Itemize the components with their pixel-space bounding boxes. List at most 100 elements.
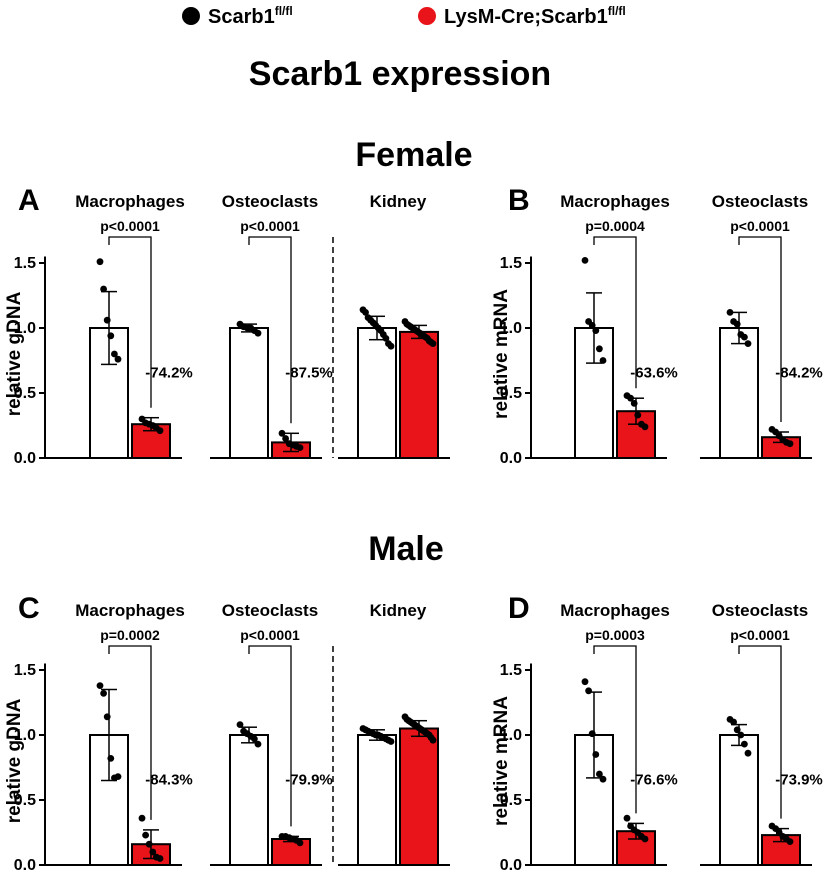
y-tick-label: 1.5 (500, 662, 522, 679)
control-data-point (107, 755, 115, 762)
control-data-point (726, 309, 734, 316)
significance-bracket (108, 645, 152, 820)
control-data-point (744, 749, 752, 757)
percent-change-label: -84.2% (775, 364, 823, 381)
control-bar (719, 734, 759, 866)
panel-letter: A (18, 184, 40, 217)
control-data-point (103, 713, 111, 721)
cko-data-point (145, 840, 153, 848)
control-data-point (596, 345, 603, 353)
group-osteoclasts: Osteoclasts p<0.0001 -84.2% (712, 192, 823, 460)
group-label: Macrophages (75, 601, 185, 620)
percent-change-label: -63.6% (630, 364, 678, 381)
control-data-point (114, 355, 122, 363)
control-bar (719, 327, 759, 459)
control-data-point (596, 770, 603, 778)
group-macrophages: Macrophages p=0.0003 -76.6% (560, 601, 678, 867)
figure-title: Scarb1 expression (249, 55, 551, 93)
cko-data-point (282, 435, 289, 442)
legend: Scarb1fl/fl LysM-Cre;Scarb1fl/fl (182, 4, 626, 28)
cko-data-point (149, 848, 157, 856)
p-value-label: p=0.0003 (585, 627, 645, 643)
cko-data-point (156, 427, 164, 435)
control-data-point (114, 773, 122, 780)
y-tick-label: 0.0 (500, 857, 522, 873)
y-tick-label: 0.0 (14, 450, 36, 467)
cko-data-point (786, 838, 794, 845)
percent-change-label: -79.9% (285, 771, 333, 788)
group-label: Macrophages (560, 601, 670, 620)
control-data-point (251, 735, 258, 743)
control-data-point (254, 740, 262, 748)
cko-data-point (786, 440, 794, 448)
panel-letter: C (18, 592, 40, 625)
control-data-point (362, 309, 369, 316)
significance-bracket (248, 236, 292, 424)
y-tick-label: 1.5 (500, 255, 522, 272)
percent-change-label: -87.5% (285, 364, 333, 381)
y-axis-label: relative mRNA (491, 696, 512, 826)
control-data-point (236, 721, 244, 728)
p-value-label: p=0.0002 (100, 627, 160, 643)
control-data-point (382, 335, 390, 342)
group-macrophages: Macrophages p=0.0004 -63.6% (560, 192, 678, 460)
p-value-label: p=0.0004 (585, 218, 645, 234)
control-data-point (254, 329, 262, 337)
y-tick-label: 0.5 (14, 385, 36, 402)
control-bar (229, 327, 269, 459)
y-tick-label: 1.5 (14, 662, 36, 679)
legend-cko-marker (418, 7, 436, 25)
group-osteoclasts: Osteoclasts p<0.0001 -79.9% (222, 601, 333, 866)
y-tick-label: 1.0 (14, 320, 36, 337)
control-data-point (592, 327, 600, 334)
control-data-point (592, 751, 600, 758)
group-label: Osteoclasts (712, 601, 808, 620)
panel-a: A 0.0 0.5 1.0 1.5 relative gDNA Macrophages p<0… (4, 184, 450, 467)
y-tick-label: 0.5 (500, 792, 522, 809)
cko-data-point (630, 400, 638, 407)
cko-data-point (634, 411, 642, 419)
control-data-point (741, 740, 748, 748)
section-title-female: Female (355, 136, 472, 174)
significance-bracket (738, 236, 782, 422)
control-data-point (585, 687, 592, 695)
cko-data-point (142, 831, 150, 839)
cko-data-point (627, 394, 634, 402)
legend-control-label: Scarb1fl/fl (208, 4, 293, 28)
control-data-point (733, 320, 741, 328)
control-data-point (588, 730, 596, 738)
p-value-label: p<0.0001 (240, 218, 300, 234)
control-bar (357, 734, 397, 866)
group-macrophages: Macrophages p=0.0002 -84.3% (75, 601, 193, 867)
control-data-point (96, 682, 104, 689)
cko-bar (271, 838, 311, 866)
group-label: Kidney (370, 601, 427, 620)
y-axis-label: relative mRNA (491, 289, 512, 419)
y-axis-label: relative gDNA (4, 698, 25, 823)
cko-data-point (156, 855, 164, 862)
panel-letter: D (508, 592, 530, 625)
significance-bracket (738, 645, 782, 819)
cko-bar (399, 727, 439, 866)
group-macrophages: Macrophages p<0.0001 -74.2% (75, 192, 193, 460)
percent-change-label: -74.2% (145, 364, 193, 381)
control-bar (229, 734, 269, 866)
control-data-point (103, 316, 111, 324)
percent-change-label: -84.3% (145, 771, 193, 788)
percent-change-label: -73.9% (775, 771, 823, 788)
y-tick-label: 0.5 (500, 385, 522, 402)
cko-data-point (296, 444, 304, 451)
p-value-label: p<0.0001 (240, 627, 300, 643)
p-value-label: p<0.0001 (100, 218, 160, 234)
y-tick-label: 1.0 (14, 727, 36, 744)
cko-bar (399, 330, 439, 459)
significance-bracket (108, 236, 152, 408)
group-label: Osteoclasts (222, 601, 318, 620)
cko-data-point (429, 340, 437, 347)
control-data-point (599, 775, 607, 783)
control-data-point (730, 718, 737, 726)
control-bar (574, 327, 614, 459)
y-tick-label: 1.0 (500, 320, 522, 337)
cko-data-point (641, 423, 649, 431)
